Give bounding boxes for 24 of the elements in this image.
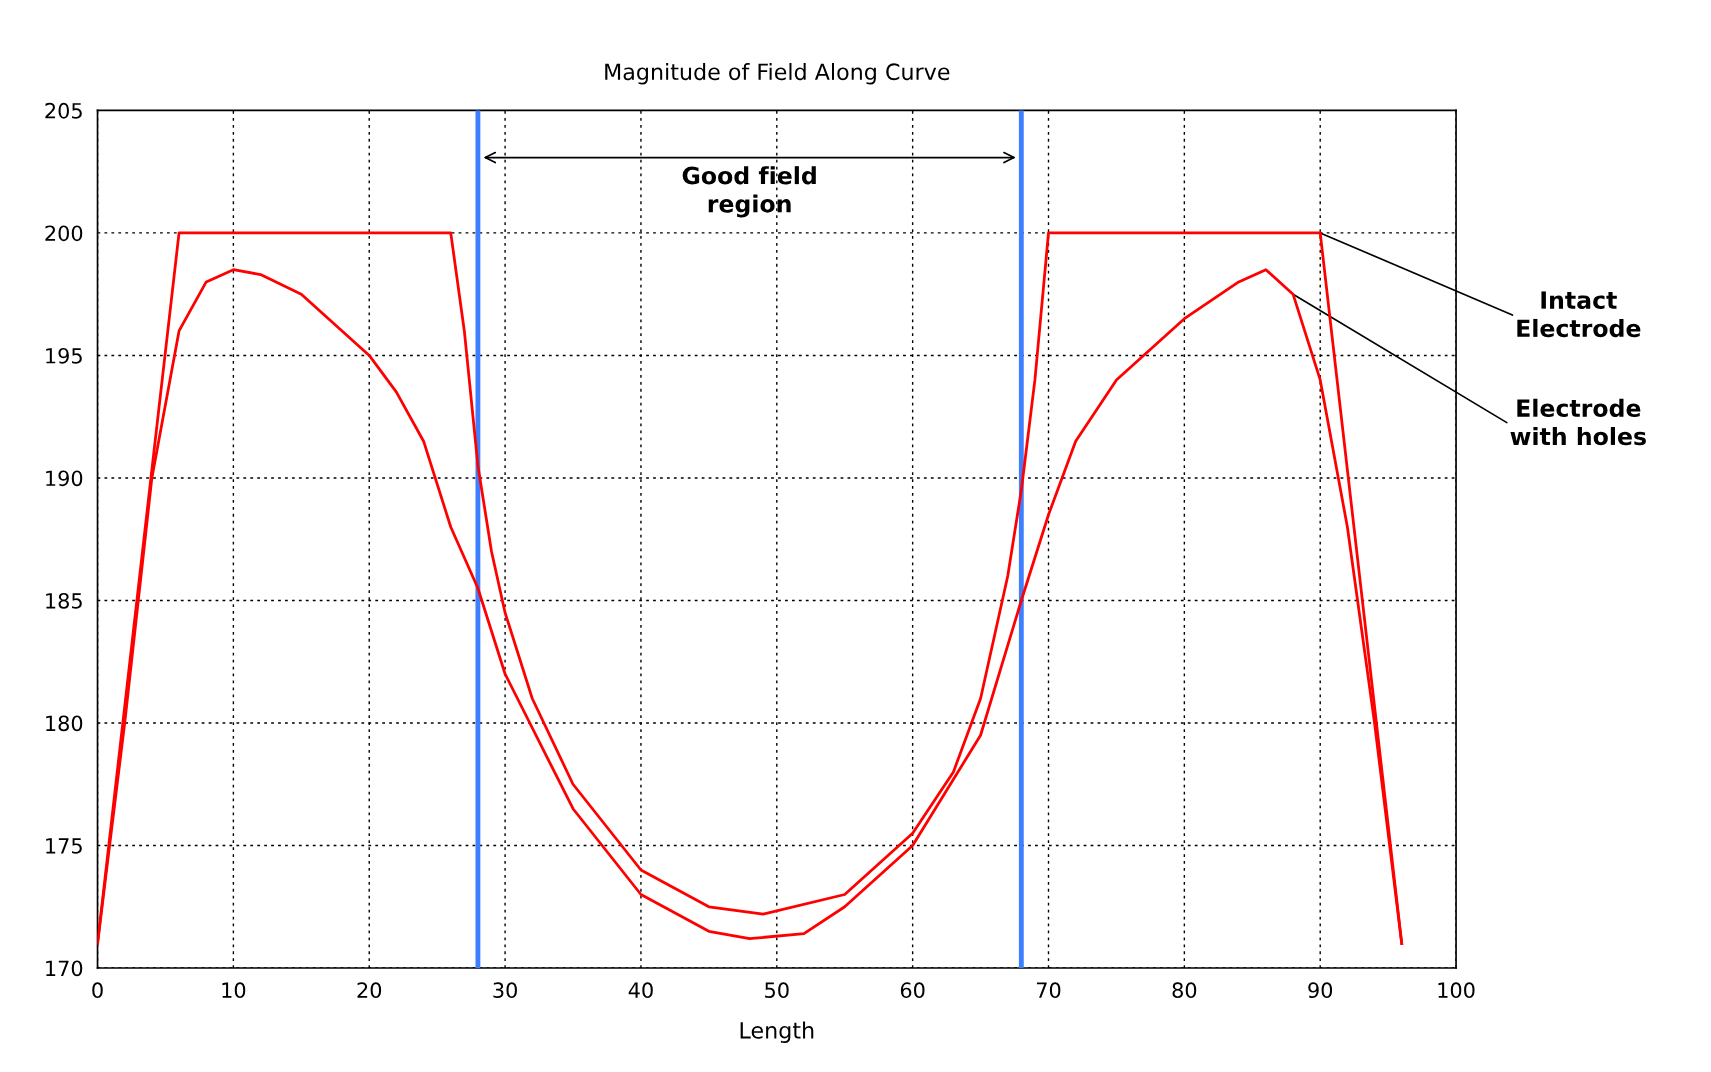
- y-tick-label: 180: [46, 715, 83, 732]
- x-tick-label: 100: [1438, 982, 1475, 999]
- annotation: Electrode with holes: [1510, 398, 1646, 446]
- x-tick-label: 0: [92, 982, 103, 999]
- y-tick-label: 205: [45, 102, 82, 119]
- y-tick-label: 170: [46, 960, 83, 977]
- annotation: Intact Electrode: [1517, 291, 1641, 338]
- y-tick-label: 185: [46, 592, 82, 609]
- x-tick-label: 70: [1036, 982, 1061, 999]
- x-tick-label: 40: [628, 982, 653, 999]
- y-tick-label: 175: [46, 838, 82, 854]
- x-tick-label: 90: [1308, 982, 1333, 999]
- x-axis-title: Length: [740, 1021, 814, 1044]
- annotation: Good field region: [682, 166, 816, 218]
- y-tick-label: 190: [46, 470, 83, 487]
- x-tick-label: 80: [1172, 982, 1197, 999]
- chart-title: Magnitude of Field Along Curve: [605, 62, 950, 85]
- x-tick-label: 60: [900, 982, 925, 999]
- x-tick-label: 30: [493, 982, 517, 999]
- x-tick-label: 20: [357, 982, 382, 999]
- x-tick-label: 10: [222, 982, 246, 999]
- x-tick-label: 50: [765, 982, 789, 999]
- y-tick-label: 200: [45, 225, 83, 242]
- y-tick-label: 195: [46, 347, 82, 364]
